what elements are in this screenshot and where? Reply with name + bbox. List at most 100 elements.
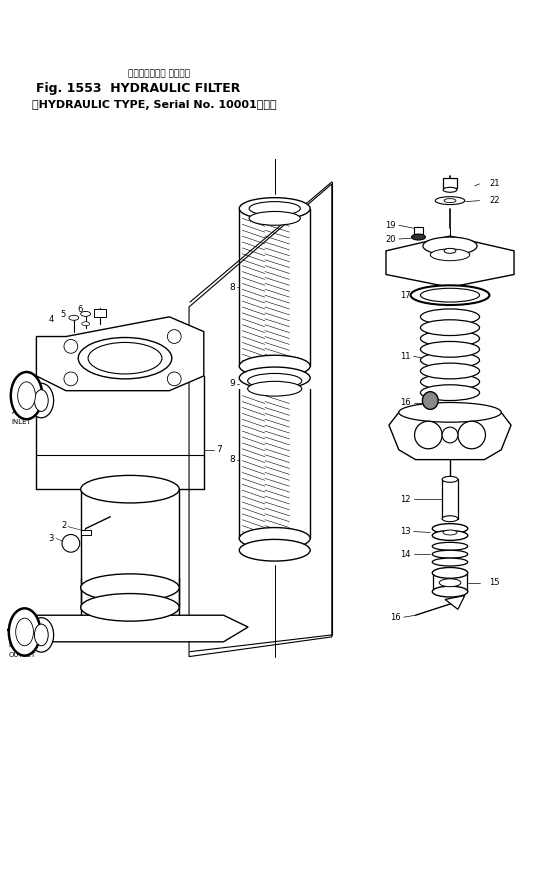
Ellipse shape [421, 363, 480, 379]
Ellipse shape [421, 320, 480, 335]
Ellipse shape [81, 574, 179, 602]
Ellipse shape [411, 234, 425, 240]
Ellipse shape [248, 374, 302, 388]
Bar [414, 227, 423, 234]
Text: A  B: A B [12, 409, 26, 415]
Text: OUTLET: OUTLET [9, 652, 36, 658]
Text: 22: 22 [489, 196, 500, 206]
Ellipse shape [422, 392, 438, 409]
Ellipse shape [18, 381, 35, 409]
Ellipse shape [433, 543, 468, 550]
Ellipse shape [421, 309, 480, 325]
Text: 14: 14 [400, 550, 411, 558]
Ellipse shape [435, 197, 465, 205]
Text: 19: 19 [385, 220, 396, 230]
Polygon shape [7, 615, 248, 642]
Ellipse shape [439, 579, 461, 587]
Ellipse shape [82, 321, 89, 326]
Ellipse shape [248, 381, 302, 396]
Ellipse shape [29, 618, 54, 652]
Ellipse shape [423, 237, 477, 255]
Bar [443, 178, 457, 188]
Polygon shape [389, 412, 511, 460]
Ellipse shape [88, 342, 162, 374]
Ellipse shape [443, 187, 457, 192]
Ellipse shape [433, 523, 468, 534]
Ellipse shape [442, 476, 458, 483]
Polygon shape [189, 184, 332, 657]
Text: B  B: B B [9, 642, 23, 648]
Text: 3: 3 [48, 534, 54, 543]
Text: 17: 17 [400, 291, 411, 300]
Ellipse shape [421, 288, 480, 302]
Text: 5: 5 [60, 310, 65, 320]
Polygon shape [386, 236, 514, 287]
Circle shape [167, 372, 181, 386]
Ellipse shape [239, 355, 310, 377]
Polygon shape [36, 317, 204, 391]
Text: 15: 15 [489, 578, 500, 587]
Circle shape [442, 427, 458, 442]
Ellipse shape [35, 389, 48, 411]
Text: 9: 9 [230, 379, 235, 388]
Ellipse shape [444, 199, 456, 203]
Text: 8: 8 [230, 283, 235, 292]
Ellipse shape [421, 352, 480, 368]
Ellipse shape [421, 331, 480, 347]
Polygon shape [445, 596, 465, 610]
Text: 20: 20 [385, 234, 396, 244]
Bar [81, 530, 91, 536]
Ellipse shape [11, 372, 42, 419]
Ellipse shape [433, 558, 468, 566]
Text: 11: 11 [400, 352, 411, 361]
Text: 16: 16 [400, 398, 411, 407]
Circle shape [64, 340, 78, 354]
Ellipse shape [9, 608, 40, 656]
Ellipse shape [430, 249, 470, 260]
Circle shape [167, 329, 181, 343]
Ellipse shape [78, 337, 172, 379]
Ellipse shape [239, 367, 310, 388]
Ellipse shape [239, 528, 310, 550]
Text: Fig. 1553  HYDRAULIC FILTER: Fig. 1553 HYDRAULIC FILTER [36, 82, 241, 95]
Ellipse shape [421, 385, 480, 401]
Ellipse shape [421, 374, 480, 389]
Ellipse shape [81, 593, 179, 621]
Text: 7: 7 [217, 445, 222, 455]
Text: 4: 4 [48, 315, 54, 324]
Text: ハイドロリック フィルタ: ハイドロリック フィルタ [128, 69, 190, 78]
Ellipse shape [433, 550, 468, 558]
Text: 10: 10 [400, 431, 411, 441]
Ellipse shape [442, 516, 458, 522]
Ellipse shape [29, 383, 54, 418]
Text: 2: 2 [61, 521, 66, 530]
Ellipse shape [249, 212, 300, 226]
Ellipse shape [411, 286, 489, 305]
Ellipse shape [35, 625, 48, 645]
Text: 16: 16 [390, 612, 401, 622]
Circle shape [458, 422, 486, 449]
Text: 21: 21 [489, 179, 500, 188]
Ellipse shape [249, 201, 300, 215]
Ellipse shape [69, 315, 79, 321]
Text: 1: 1 [12, 623, 17, 631]
Ellipse shape [433, 568, 468, 578]
Bar [433, 574, 467, 591]
Text: （HYDRAULIC TYPE, Serial No. 10001～　）: （HYDRAULIC TYPE, Serial No. 10001～ ） [33, 100, 277, 110]
Ellipse shape [444, 248, 456, 253]
Text: 18: 18 [400, 261, 411, 270]
Ellipse shape [239, 539, 310, 561]
Text: 12: 12 [400, 495, 411, 503]
Circle shape [415, 422, 442, 449]
Ellipse shape [443, 530, 457, 535]
Circle shape [64, 372, 78, 386]
Ellipse shape [421, 341, 480, 357]
Ellipse shape [433, 530, 468, 540]
Text: 1: 1 [12, 386, 17, 395]
Text: 13: 13 [400, 527, 411, 536]
Circle shape [62, 535, 80, 552]
Text: 6: 6 [78, 306, 83, 314]
Ellipse shape [81, 476, 179, 503]
Ellipse shape [399, 402, 501, 422]
Ellipse shape [239, 198, 310, 219]
